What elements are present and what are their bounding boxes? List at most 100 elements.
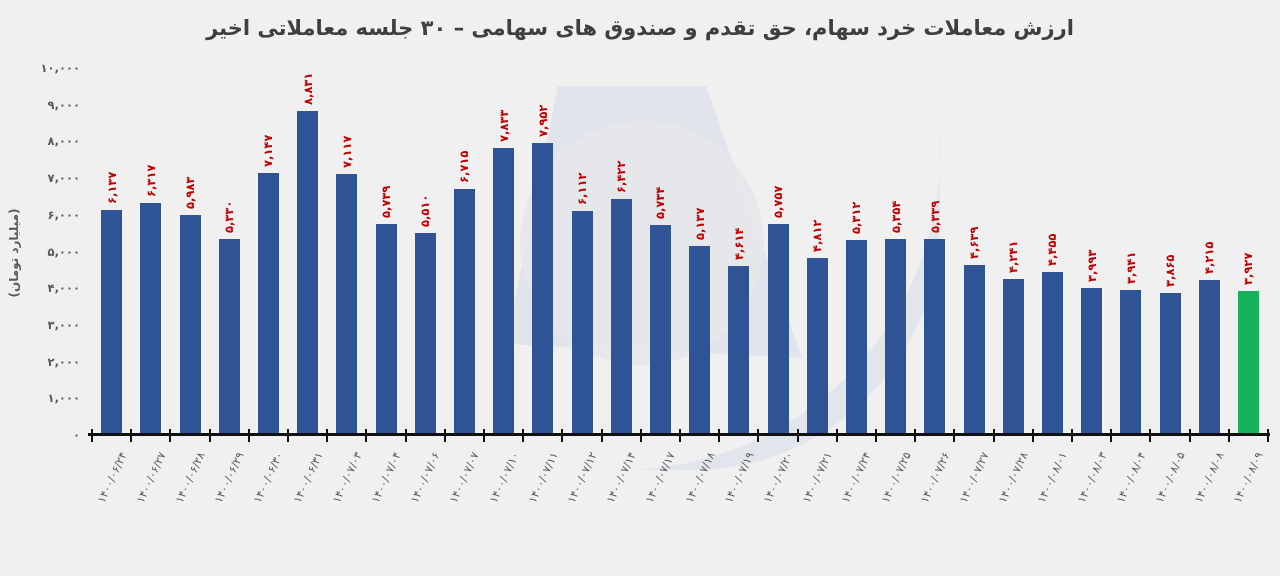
x-axis-tick: [1071, 429, 1073, 442]
bar: [767, 224, 789, 435]
x-axis-tick: [561, 429, 564, 442]
x-axis-tick: [326, 429, 329, 442]
x-axis-tick: [522, 429, 525, 442]
y-axis-tick-label: ۴,۰۰۰: [47, 281, 80, 296]
y-axis-tick-label: ۰: [72, 428, 80, 442]
bar-value-label: ۳,۹۴۱: [1123, 251, 1138, 284]
chart-title: ارزش معاملات خرد سهام، حق تقدم و صندوق ه…: [206, 16, 1074, 40]
bar: [728, 266, 750, 435]
bar: [493, 148, 515, 435]
bar-value-label: ۳,۸۶۵: [1163, 254, 1177, 287]
bar: [1159, 293, 1181, 435]
bar-value-label: ۷,۸۳۳: [496, 109, 511, 142]
bar: [806, 258, 828, 435]
bar-value-label: ۶,۳۱۷: [143, 164, 158, 197]
y-axis-tick-label: ۶,۰۰۰: [47, 207, 80, 222]
x-axis-tick: [679, 429, 681, 442]
bar-value-label: ۴,۲۴۱: [1006, 240, 1021, 273]
bar: [610, 199, 632, 435]
bar: [179, 215, 201, 435]
x-axis-tick: [91, 429, 93, 442]
bar: [453, 189, 475, 435]
bar-value-label: ۵,۹۸۳: [183, 176, 197, 209]
bar: [1081, 288, 1103, 435]
y-axis-tick-label: ۱۰,۰۰۰: [40, 61, 80, 75]
x-axis-tick: [953, 429, 956, 442]
x-axis-tick: [1110, 429, 1113, 442]
bar-value-label: ۶,۷۱۵: [457, 150, 472, 183]
bar: [336, 174, 358, 435]
bar-value-label: ۵,۷۵۷: [771, 185, 785, 218]
bar-value-label: ۷,۱۱۷: [339, 135, 354, 168]
bar: [1237, 291, 1259, 435]
bar-value-label: ۵,۷۳۹: [379, 185, 393, 218]
bar: [375, 224, 397, 435]
x-axis-tick: [443, 429, 446, 442]
x-axis-tick: [404, 429, 407, 442]
bar-value-label: ۴,۲۱۵: [1202, 241, 1217, 274]
bar-value-label: ۵,۳۱۲: [849, 201, 864, 234]
y-axis-tick-label: ۳,۰۰۰: [47, 317, 80, 332]
bar-value-label: ۸,۸۳۱: [300, 72, 315, 105]
bar: [885, 239, 907, 435]
bar-value-label: ۵,۷۳۴: [653, 186, 668, 219]
bar: [1002, 279, 1024, 435]
bar: [963, 265, 985, 435]
bar: [1198, 280, 1220, 435]
x-axis-tick: [1188, 429, 1191, 442]
bar-value-label: ۶,۱۳۷: [104, 171, 119, 204]
x-axis-tick: [1267, 429, 1269, 442]
bar-value-label: ۵,۳۵۴: [888, 200, 903, 233]
bar-value-label: ۵,۳۳۹: [927, 200, 942, 233]
x-axis-tick: [483, 429, 485, 442]
x-axis-tick: [992, 429, 995, 442]
bar: [297, 111, 319, 435]
bar: [257, 173, 279, 435]
y-axis-tick-label: ۲,۰۰۰: [47, 354, 80, 369]
bar: [689, 246, 711, 435]
x-axis-tick: [1227, 429, 1230, 442]
x-axis-tick: [208, 429, 211, 442]
bar-value-label: ۵,۳۳۰: [222, 200, 237, 233]
bar: [1041, 272, 1063, 435]
bar: [532, 143, 554, 435]
x-axis-tick: [796, 429, 799, 442]
bar: [218, 239, 240, 435]
bar-value-label: ۵,۱۳۷: [692, 207, 707, 240]
bar: [101, 210, 123, 435]
x-axis-tick: [875, 429, 877, 442]
bar: [571, 211, 593, 435]
bar: [845, 240, 867, 435]
x-axis-tick: [287, 429, 289, 442]
x-axis-tick: [914, 429, 917, 442]
bar-value-label: ۳,۹۲۷: [1241, 252, 1256, 285]
y-axis-tick-label: ۸,۰۰۰: [47, 134, 80, 149]
y-axis-tick-label: ۱,۰۰۰: [47, 391, 80, 406]
x-axis-tick: [130, 429, 133, 442]
bar: [414, 233, 436, 435]
bar-value-label: ۳,۹۹۳: [1084, 249, 1099, 282]
x-axis-tick: [757, 429, 760, 442]
bar-value-label: ۵,۵۱۰: [418, 194, 433, 227]
x-axis-tick: [247, 429, 250, 442]
x-axis-tick: [1031, 429, 1034, 442]
bar-value-label: ۶,۱۱۲: [575, 172, 589, 205]
bar-value-label: ۷,۱۴۷: [261, 134, 276, 167]
x-axis-tick: [1149, 429, 1152, 442]
bar-value-label: ۴,۶۳۹: [967, 226, 981, 259]
bar-value-label: ۴,۴۵۵: [1045, 233, 1060, 266]
bar: [140, 203, 162, 435]
x-axis-tick: [600, 429, 603, 442]
x-axis-tick: [169, 429, 172, 442]
bar: [1120, 290, 1142, 435]
bar: [649, 225, 671, 435]
y-axis-tick-label: ۹,۰۰۰: [47, 97, 80, 112]
bar-value-label: ۴,۸۱۲: [810, 219, 825, 252]
y-axis-tick-label: ۵,۰۰۰: [47, 244, 80, 259]
x-axis-tick: [835, 429, 838, 442]
x-axis-tick: [718, 429, 721, 442]
x-axis-tick: [639, 429, 642, 442]
y-axis-tick-label: ۷,۰۰۰: [47, 171, 80, 186]
bar: [924, 239, 946, 435]
